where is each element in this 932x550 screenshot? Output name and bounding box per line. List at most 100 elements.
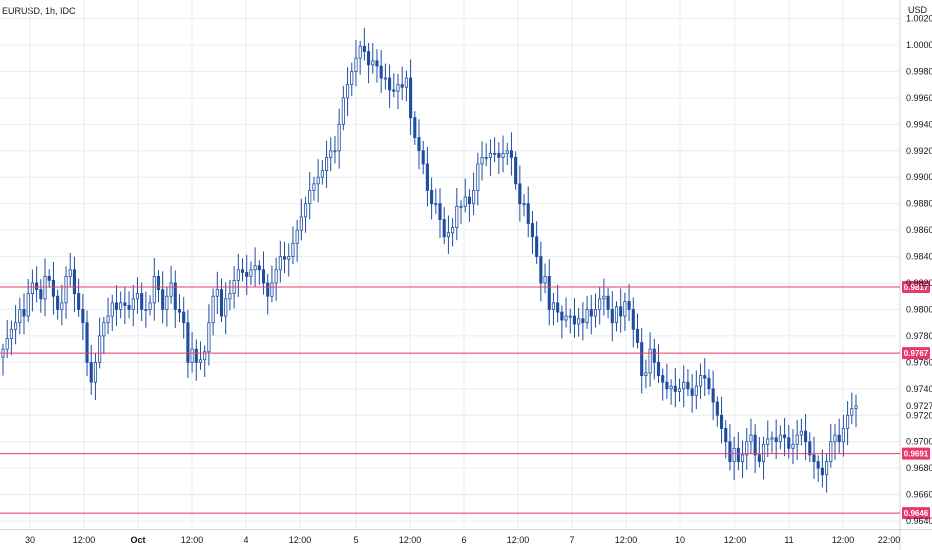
candle xyxy=(123,286,127,325)
candle-body xyxy=(425,163,429,191)
candle xyxy=(778,425,782,450)
candle-body xyxy=(547,276,551,310)
candle-body xyxy=(51,279,55,297)
price-tick-label: 0.9820 xyxy=(906,278,932,288)
candle-body xyxy=(543,276,547,284)
candle xyxy=(371,43,375,74)
candle-body xyxy=(598,298,602,310)
candle xyxy=(308,171,312,220)
time-tick-label: 12:00 xyxy=(507,535,530,545)
candle-body xyxy=(766,438,770,445)
candle xyxy=(732,436,736,481)
price-tick-label: 0.9680 xyxy=(906,463,932,473)
candle-body xyxy=(9,328,13,339)
candle-body xyxy=(593,309,598,317)
candle xyxy=(18,297,22,335)
candle xyxy=(39,279,43,313)
candle-body xyxy=(854,405,858,410)
candle-body xyxy=(614,306,619,324)
candle xyxy=(228,279,232,311)
candle-body xyxy=(530,223,535,238)
candle-body xyxy=(186,322,190,363)
candle-body xyxy=(329,150,333,158)
candle-body xyxy=(438,203,442,220)
candle-body xyxy=(778,434,782,443)
candle xyxy=(413,111,417,146)
candle xyxy=(665,363,669,399)
candle-body xyxy=(581,318,585,324)
candle-body xyxy=(22,309,26,317)
candle xyxy=(505,142,509,165)
candle xyxy=(850,392,854,425)
candle xyxy=(514,151,518,190)
candle xyxy=(808,432,812,463)
candle xyxy=(438,188,442,238)
candle xyxy=(623,292,627,331)
candle xyxy=(568,308,572,334)
candle xyxy=(56,289,60,320)
candle-body xyxy=(837,434,841,443)
candle-body xyxy=(703,375,707,379)
candle xyxy=(829,423,833,468)
time-tick-label: 22:00 xyxy=(878,535,901,545)
price-tick-label: 0.9840 xyxy=(906,252,932,262)
candle xyxy=(257,260,261,285)
candle xyxy=(488,139,492,176)
candle xyxy=(841,414,845,457)
candle xyxy=(354,39,358,87)
candle xyxy=(333,136,337,164)
time-tick-label: 5 xyxy=(353,535,358,545)
candle-body xyxy=(459,205,463,208)
time-axis[interactable]: 30 12:00 Oct 12:00 4 12:00 5 12:00 6 12:00 7 12:00 1… xyxy=(25,535,900,545)
candle-body xyxy=(682,381,686,390)
candle-body xyxy=(81,309,85,324)
candle-body xyxy=(707,377,711,390)
candle xyxy=(572,298,577,338)
candle xyxy=(144,291,148,328)
candle xyxy=(119,291,123,319)
candle xyxy=(804,413,808,461)
candle-body xyxy=(795,434,799,445)
candle-body xyxy=(392,89,396,92)
currency-label: USD xyxy=(908,5,928,15)
candle-body xyxy=(98,335,102,363)
price-tick-label: 1.0000 xyxy=(906,40,932,50)
candle xyxy=(585,295,589,329)
candle-body xyxy=(686,381,690,390)
candle xyxy=(245,254,249,295)
candle-body xyxy=(526,203,530,224)
candle xyxy=(614,301,619,332)
candle-body xyxy=(446,232,450,238)
candle-body xyxy=(77,293,81,310)
candle xyxy=(26,279,30,323)
last-price-label: 0.9727 xyxy=(906,401,932,411)
candle xyxy=(346,67,350,117)
candle xyxy=(610,291,614,342)
candle-body xyxy=(812,454,816,462)
price-tick-label: 0.9780 xyxy=(906,331,932,341)
candle xyxy=(114,285,119,327)
candle-body xyxy=(434,203,438,206)
candle-body xyxy=(694,385,698,396)
candle xyxy=(303,196,308,233)
candle xyxy=(703,358,707,397)
time-tick-label: 7 xyxy=(569,535,574,545)
candle-body xyxy=(652,348,656,363)
candle-body xyxy=(152,276,156,304)
candle-body xyxy=(295,229,299,244)
candle-body xyxy=(224,298,228,317)
candle xyxy=(556,284,560,323)
candle xyxy=(409,59,413,135)
candle xyxy=(203,345,207,378)
time-tick-label: 12:00 xyxy=(724,535,747,545)
candle xyxy=(812,436,816,479)
candle xyxy=(266,273,270,315)
price-tick-label: 0.9940 xyxy=(906,119,932,129)
time-tick-label: 12:00 xyxy=(289,535,312,545)
time-tick-label: 10 xyxy=(675,535,685,545)
price-axis[interactable]: USD 1.0020 1.0000 0.9980 0.9960 0.9940 0.9920… xyxy=(906,5,932,526)
candle-body xyxy=(677,388,682,392)
candle-body xyxy=(606,295,610,310)
candle xyxy=(740,440,745,479)
